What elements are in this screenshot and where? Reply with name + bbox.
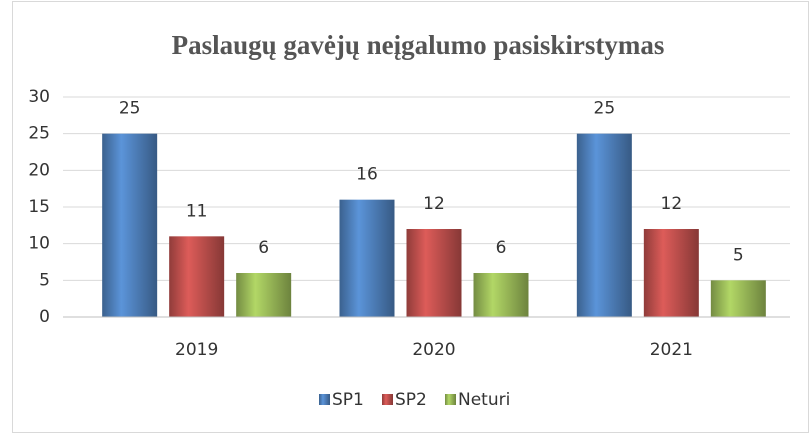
chart-title: Paslaugų gavėjų neįgalumo pasiskirstymas [172, 30, 665, 60]
data-label: 11 [186, 201, 208, 221]
data-label: 5 [733, 245, 744, 265]
x-tick-label: 2019 [175, 340, 218, 360]
x-tick-label: 2020 [412, 340, 455, 360]
data-label: 6 [496, 238, 507, 258]
y-tick-label: 10 [28, 234, 50, 254]
legend-swatch [382, 394, 393, 405]
x-tick-label: 2021 [650, 340, 693, 360]
legend-swatch [319, 394, 330, 405]
legend-label: SP2 [395, 390, 427, 410]
bar [169, 236, 225, 317]
bar [643, 229, 699, 317]
data-label: 12 [661, 194, 683, 214]
legend-label: Neturi [458, 390, 510, 410]
legend-label: SP1 [332, 390, 364, 410]
bar [710, 280, 766, 317]
bar [406, 229, 462, 317]
bar [236, 273, 292, 317]
bar [339, 199, 395, 317]
data-label: 16 [356, 165, 378, 185]
y-tick-label: 5 [39, 270, 50, 290]
data-label: 25 [594, 99, 616, 119]
y-tick-label: 0 [39, 307, 50, 327]
bar [473, 273, 529, 317]
y-tick-label: 30 [28, 87, 50, 107]
legend-swatch [445, 394, 456, 405]
y-tick-label: 20 [28, 160, 50, 180]
bar [576, 133, 632, 317]
data-label: 25 [119, 99, 141, 119]
data-label: 6 [258, 238, 269, 258]
data-label: 12 [423, 194, 445, 214]
y-tick-label: 15 [28, 197, 50, 217]
bar [102, 133, 158, 317]
y-tick-label: 25 [28, 124, 50, 144]
